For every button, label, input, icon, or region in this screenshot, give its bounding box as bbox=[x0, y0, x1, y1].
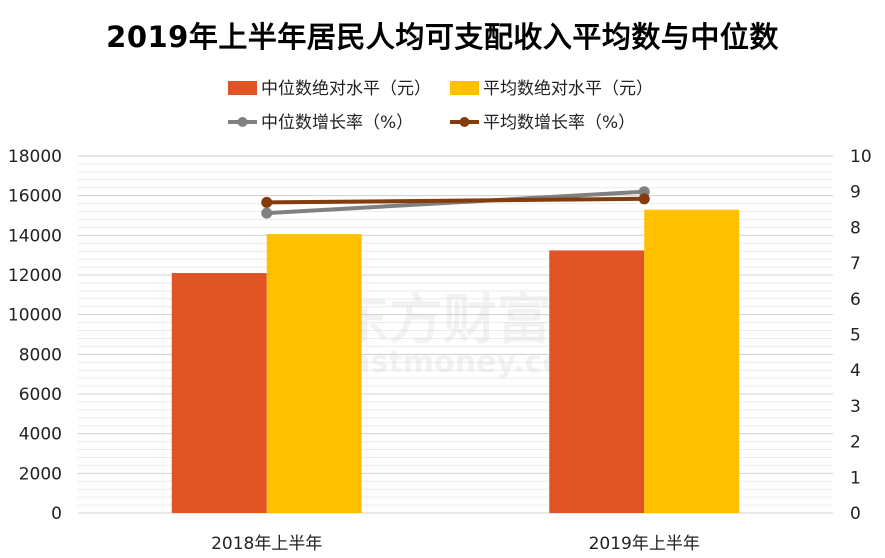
right-axis-tick-label: 2 bbox=[850, 433, 861, 453]
chart-title: 2019年上半年居民人均可支配收入平均数与中位数 bbox=[106, 20, 779, 54]
right-axis-tick-label: 3 bbox=[850, 397, 861, 417]
right-axis-tick-label: 1 bbox=[850, 468, 861, 488]
right-axis-tick-label: 4 bbox=[850, 361, 861, 381]
bar bbox=[549, 250, 645, 513]
left-axis-tick-label: 18000 bbox=[8, 147, 62, 167]
line-point bbox=[638, 193, 650, 205]
right-axis-tick-label: 5 bbox=[850, 326, 861, 346]
left-axis-tick-label: 0 bbox=[51, 504, 62, 524]
left-axis-tick-label: 2000 bbox=[19, 464, 62, 484]
left-axis-tick-label: 16000 bbox=[8, 187, 62, 207]
bar bbox=[266, 234, 362, 513]
series-line bbox=[264, 196, 647, 205]
right-axis-tick-label: 8 bbox=[850, 218, 861, 238]
bars bbox=[171, 209, 740, 513]
legend-label: 平均数绝对水平（元） bbox=[483, 79, 653, 99]
right-axis-tick-label: 7 bbox=[850, 254, 861, 274]
legend-swatch bbox=[228, 81, 257, 95]
right-axis-tick-label: 10 bbox=[850, 147, 872, 167]
line-point bbox=[261, 207, 273, 219]
left-axis-tick-label: 4000 bbox=[19, 425, 62, 445]
legend-label: 中位数绝对水平（元） bbox=[261, 79, 431, 99]
right-axis-tick-label: 6 bbox=[850, 290, 861, 310]
category-label: 2018年上半年 bbox=[211, 534, 322, 554]
legend-marker bbox=[459, 117, 470, 127]
category-label: 2019年上半年 bbox=[589, 534, 700, 554]
bar bbox=[171, 273, 267, 513]
legend-swatch bbox=[450, 81, 479, 95]
left-axis-tick-label: 10000 bbox=[8, 306, 62, 326]
right-axis-tick-label: 9 bbox=[850, 183, 861, 203]
left-axis: 0 2000 4000 6000 8000 10000 12000 14000 16000 180… bbox=[8, 147, 62, 524]
legend: 中位数绝对水平（元） 平均数绝对水平（元） 中位数增长率（%） 平均数增长率（%） bbox=[228, 79, 653, 133]
legend-label: 中位数增长率（%） bbox=[261, 113, 413, 133]
left-axis-tick-label: 6000 bbox=[19, 385, 62, 405]
line-point bbox=[261, 196, 273, 208]
left-axis-tick-label: 12000 bbox=[8, 266, 62, 286]
legend-marker bbox=[237, 117, 248, 127]
left-axis-tick-label: 14000 bbox=[8, 226, 62, 246]
right-axis-tick-label: 0 bbox=[850, 504, 861, 524]
bar bbox=[644, 209, 740, 513]
category-axis: 2018年上半年 2019年上半年 bbox=[211, 534, 700, 554]
legend-label: 平均数增长率（%） bbox=[483, 113, 635, 133]
right-axis: 0 1 2 3 4 5 6 7 8 9 10 bbox=[850, 147, 872, 524]
left-axis-tick-label: 8000 bbox=[19, 345, 62, 365]
lines bbox=[261, 186, 650, 219]
